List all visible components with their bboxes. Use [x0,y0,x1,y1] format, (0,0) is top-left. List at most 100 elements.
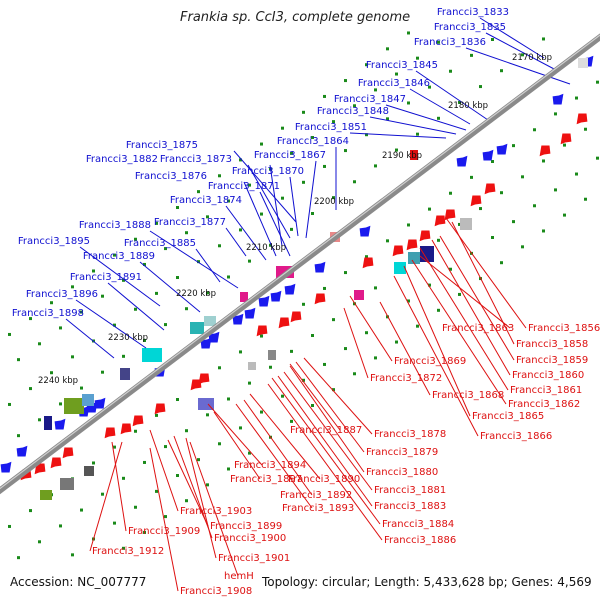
track-tick [8,332,11,336]
forward-gene-arrow [314,261,326,273]
gene-label: Francci3_1883 [374,501,446,512]
leader-line [289,176,299,237]
track-tick [185,307,188,311]
gene-label: Francci3_1894 [234,460,306,471]
reverse-gene-arrow [62,447,74,459]
label-leader-lines [65,17,571,592]
leader-line [451,221,515,345]
track-tick [491,236,494,240]
track-tick [239,426,242,430]
track-tick [101,294,104,298]
gene-block [204,316,216,326]
track-tick [17,434,20,438]
track-tick [563,213,566,217]
leader-line [189,441,239,577]
gene-label: Francci3_1845 [366,60,438,71]
gene-block [120,368,130,380]
track-tick [311,404,314,408]
reverse-gene-arrow [484,183,496,195]
leader-line [149,447,179,592]
track-tick [458,292,461,296]
track-tick [344,347,347,351]
track-tick [185,231,188,235]
track-tick [281,394,284,398]
track-tick [533,204,536,208]
leader-line [235,403,313,509]
track-tick [395,148,398,152]
reverse-gene-arrow [198,373,210,385]
gene-label: Francci3_1863 [442,323,514,334]
gene-label: Francci3_1848 [317,106,389,117]
gene-label: Francci3_1903 [180,506,252,517]
reverse-gene-arrow [406,239,418,251]
gene-label: Francci3_1897 [230,474,302,485]
track-tick [407,299,410,303]
track-tick [542,159,545,163]
reverse-gene-arrow [314,293,326,305]
track-tick [143,460,146,464]
track-tick [344,271,347,275]
track-tick [449,267,452,271]
track-tick [122,546,125,550]
track-tick [542,229,545,233]
track-tick [428,207,431,211]
genome-axis [0,33,600,495]
forward-gene-arrow [54,418,66,430]
gene-label: Francci3_1856 [528,323,600,334]
gene-label: Francci3_1881 [374,485,446,496]
track-tick [374,88,377,92]
track-tick [92,461,95,465]
track-tick [197,190,200,194]
gene-label: Francci3_1882 [86,154,158,165]
track-tick [365,331,368,335]
leader-line [349,295,393,362]
leader-line [479,17,545,59]
scale-label: 2200 kbp [314,197,354,207]
track-tick [122,354,125,358]
accession-text: Accession: NC_007777 [10,575,147,589]
gene-label: Francci3_1870 [232,166,304,177]
leader-line [149,230,239,289]
track-tick [395,340,398,344]
track-tick [302,302,305,306]
track-tick [59,402,62,406]
leader-line [415,70,489,121]
track-tick [323,164,326,168]
leader-line [393,275,479,437]
track-tick [416,132,419,136]
track-tick [29,387,32,391]
leader-line [89,441,123,552]
track-tick [386,47,389,51]
track-tick [290,419,293,423]
track-tick [332,120,335,124]
scale-label: 2240 kbp [38,376,78,386]
track-tick [17,358,20,362]
forward-gene-arrow [359,225,371,237]
track-tick [512,220,515,224]
leader-line [243,181,277,257]
leader-line [259,191,291,257]
leader-line [277,375,373,507]
track-tick [332,318,335,322]
track-tick [470,175,473,179]
gene-features [0,55,594,500]
track-tick [80,386,83,390]
reverse-gene-arrow [154,403,166,415]
leader-line [289,363,341,431]
forward-gene-arrow [94,397,106,409]
leader-line [419,247,509,391]
track-tick [239,158,242,162]
track-tick [38,418,41,422]
track-tick [437,308,440,312]
track-tick [38,540,41,544]
track-tick [521,245,524,249]
gene-label: Francci3_1912 [92,546,164,557]
leader-line [233,150,297,223]
leader-line [149,429,179,512]
gene-label: Francci3_1869 [394,356,466,367]
track-tick [260,334,263,338]
track-tick [218,442,221,446]
gene-label: Francci3_1900 [214,533,286,544]
leader-line [185,437,217,559]
